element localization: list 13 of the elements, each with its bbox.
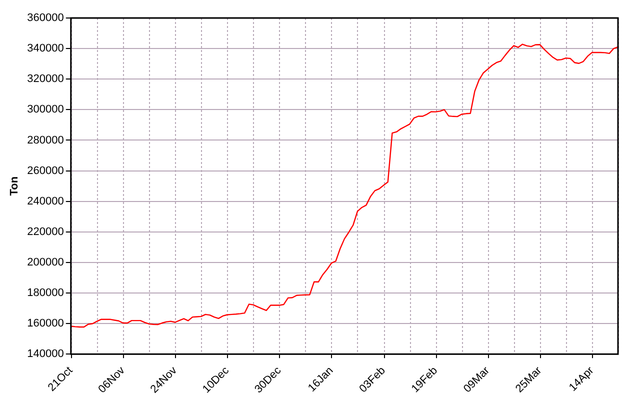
y-tick-label: 180000 [27,287,64,300]
y-tick-label: 260000 [27,164,64,177]
y-tick-label: 240000 [27,195,64,208]
y-tick-label: 300000 [27,104,64,116]
y-tick-label: 200000 [27,256,64,269]
y-tick-label: 340000 [27,42,64,55]
y-tick-label: 280000 [27,134,64,146]
y-tick-label: 360000 [27,12,64,24]
y-tick-label: 140000 [27,348,64,360]
y-tick-label: 160000 [27,318,64,330]
y-tick-label: 220000 [27,226,64,238]
y-axis-title: Ton [8,176,21,196]
y-tick-label: 320000 [27,73,64,86]
